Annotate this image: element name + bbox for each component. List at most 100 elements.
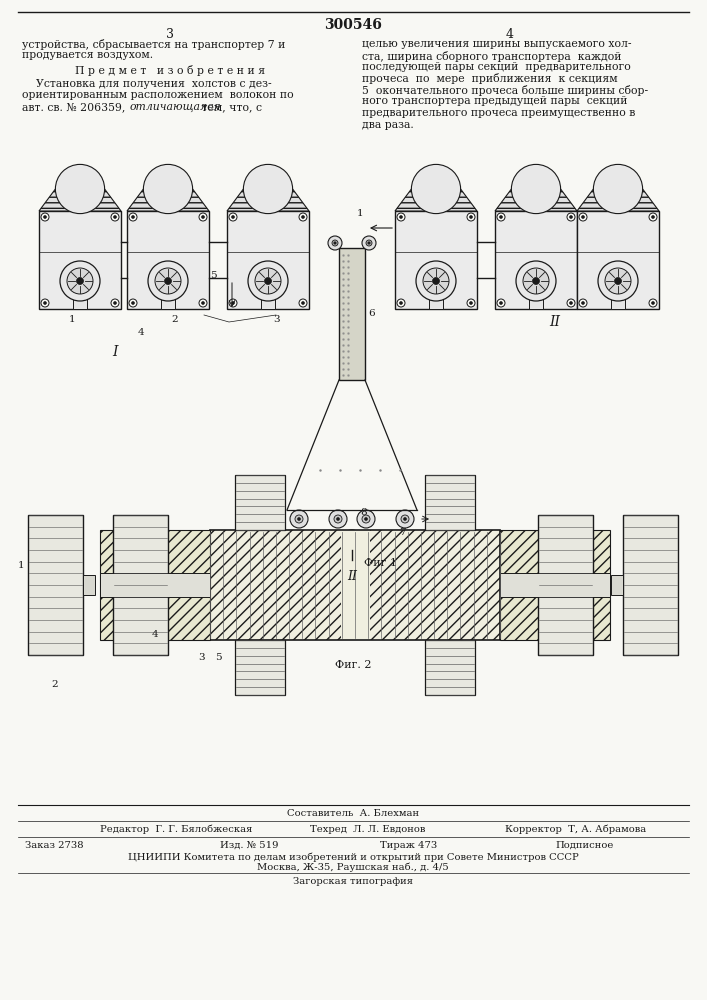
Bar xyxy=(529,272,543,309)
Circle shape xyxy=(397,299,405,307)
Circle shape xyxy=(201,216,204,219)
Text: 3: 3 xyxy=(166,28,174,41)
Text: 4: 4 xyxy=(138,328,145,337)
Text: Подписное: Подписное xyxy=(555,841,614,850)
Bar xyxy=(28,515,83,655)
Text: продувается воздухом.: продувается воздухом. xyxy=(22,50,153,60)
Bar xyxy=(370,530,500,640)
Bar xyxy=(495,211,577,252)
Text: 8: 8 xyxy=(360,508,367,517)
Text: 5: 5 xyxy=(215,653,221,662)
Polygon shape xyxy=(227,189,309,211)
Circle shape xyxy=(570,302,573,304)
Bar xyxy=(622,515,677,655)
Bar xyxy=(429,272,443,309)
Polygon shape xyxy=(577,189,659,211)
Text: I: I xyxy=(112,345,118,359)
Bar xyxy=(39,211,121,309)
Circle shape xyxy=(129,299,137,307)
Text: 2: 2 xyxy=(52,680,58,689)
Circle shape xyxy=(605,268,631,294)
Text: Редактор  Г. Г. Бялобжеская: Редактор Г. Г. Бялобжеская xyxy=(100,825,252,834)
Circle shape xyxy=(651,216,655,219)
Text: II: II xyxy=(549,315,561,329)
Circle shape xyxy=(144,164,192,214)
Circle shape xyxy=(231,216,235,219)
Circle shape xyxy=(396,510,414,528)
Circle shape xyxy=(328,236,342,250)
Circle shape xyxy=(570,216,573,219)
Bar xyxy=(395,211,477,309)
Circle shape xyxy=(469,216,472,219)
Circle shape xyxy=(337,518,339,520)
Circle shape xyxy=(579,213,587,221)
Circle shape xyxy=(362,236,376,250)
Circle shape xyxy=(649,299,657,307)
Circle shape xyxy=(334,242,337,244)
Circle shape xyxy=(76,277,83,284)
Text: 5  окончательного прочеса больше ширины сбор-: 5 окончательного прочеса больше ширины с… xyxy=(362,85,648,96)
Bar xyxy=(227,211,309,309)
Text: отличающаяся: отличающаяся xyxy=(130,102,221,112)
Circle shape xyxy=(129,213,137,221)
Polygon shape xyxy=(395,189,477,211)
Circle shape xyxy=(199,213,207,221)
Bar xyxy=(537,515,592,655)
Bar xyxy=(127,211,209,252)
Circle shape xyxy=(365,518,368,520)
Bar xyxy=(39,211,121,252)
Text: 3: 3 xyxy=(273,315,280,324)
Text: 4: 4 xyxy=(152,630,158,639)
Circle shape xyxy=(148,261,188,301)
Circle shape xyxy=(516,261,556,301)
Circle shape xyxy=(404,518,407,520)
Text: ориентированным расположением  волокон по: ориентированным расположением волокон по xyxy=(22,91,293,101)
Text: 1: 1 xyxy=(18,560,25,570)
Circle shape xyxy=(579,299,587,307)
Circle shape xyxy=(598,261,638,301)
Circle shape xyxy=(290,510,308,528)
Text: устройства, сбрасывается на транспортер 7 и: устройства, сбрасывается на транспортер … xyxy=(22,39,286,50)
Bar xyxy=(525,575,537,595)
Circle shape xyxy=(366,240,372,246)
Text: 4: 4 xyxy=(506,28,514,41)
Bar xyxy=(235,475,285,530)
Text: 6: 6 xyxy=(368,310,375,318)
Text: Изд. № 519: Изд. № 519 xyxy=(220,841,279,850)
Circle shape xyxy=(243,164,293,214)
Circle shape xyxy=(41,213,49,221)
Text: целью увеличения ширины выпускаемого хол-: целью увеличения ширины выпускаемого хол… xyxy=(362,39,631,49)
Bar xyxy=(495,211,577,309)
Circle shape xyxy=(60,261,100,301)
Text: 300546: 300546 xyxy=(324,18,382,32)
Bar xyxy=(100,573,210,597)
Circle shape xyxy=(567,213,575,221)
Bar xyxy=(127,211,209,309)
Polygon shape xyxy=(127,189,209,211)
Circle shape xyxy=(467,299,475,307)
Bar xyxy=(500,530,610,640)
Text: Составитель  А. Блехман: Составитель А. Блехман xyxy=(287,809,419,818)
Bar xyxy=(339,248,365,380)
Circle shape xyxy=(55,164,105,214)
Circle shape xyxy=(532,277,539,284)
Bar xyxy=(83,575,95,595)
Circle shape xyxy=(132,302,134,304)
Circle shape xyxy=(295,515,303,523)
Circle shape xyxy=(581,216,585,219)
Circle shape xyxy=(132,216,134,219)
Circle shape xyxy=(399,302,402,304)
Bar xyxy=(100,530,210,640)
Circle shape xyxy=(301,216,305,219)
Polygon shape xyxy=(39,189,121,211)
Circle shape xyxy=(299,299,307,307)
Circle shape xyxy=(469,302,472,304)
Circle shape xyxy=(497,213,505,221)
Bar xyxy=(261,272,275,309)
Circle shape xyxy=(114,302,117,304)
Circle shape xyxy=(334,515,342,523)
Bar xyxy=(210,530,341,640)
Circle shape xyxy=(201,302,204,304)
Circle shape xyxy=(651,302,655,304)
Circle shape xyxy=(255,268,281,294)
